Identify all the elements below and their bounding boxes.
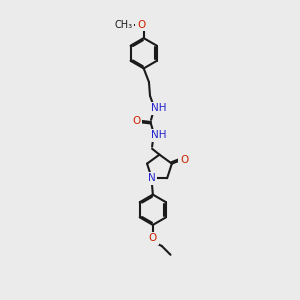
Text: O: O (133, 116, 141, 126)
Text: CH₃: CH₃ (114, 20, 132, 30)
Text: O: O (149, 233, 157, 243)
Text: NH: NH (151, 103, 166, 113)
Text: N: N (148, 173, 156, 183)
Text: NH: NH (151, 130, 167, 140)
Text: O: O (137, 20, 145, 30)
Text: O: O (180, 155, 188, 165)
